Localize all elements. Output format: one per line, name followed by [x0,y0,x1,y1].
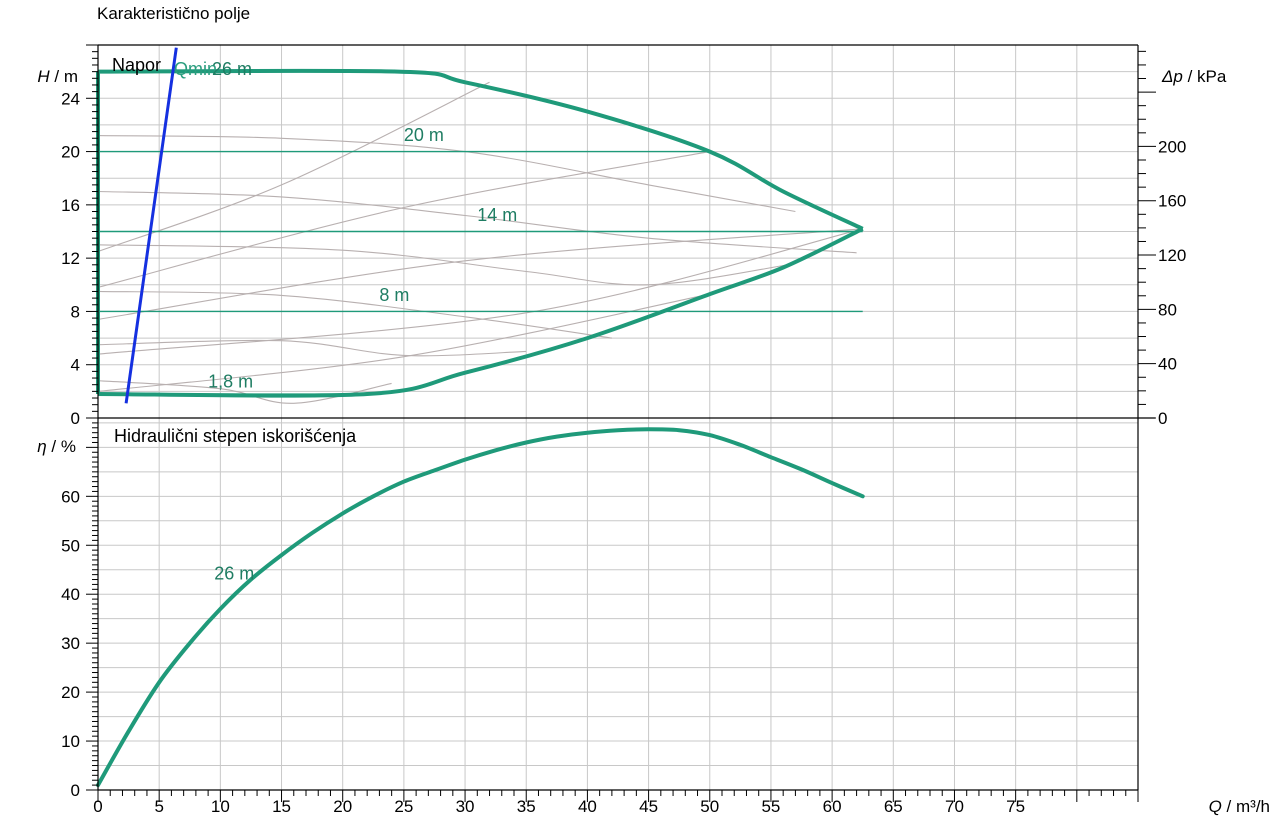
x-tick-label: 25 [394,797,413,816]
page-title: Karakteristično polje [97,4,251,23]
y-axis-label-dp: Δp / kPa [1161,67,1227,86]
y-tick-label: 0 [71,409,80,428]
x-tick-label: 5 [154,797,163,816]
x-tick-label: 55 [761,797,780,816]
qmin-line [124,47,178,404]
x-tick-label: 50 [700,797,719,816]
y-tick-label: 16 [61,196,80,215]
y-right-tick-label: 160 [1158,192,1186,211]
x-tick-label: 60 [823,797,842,816]
efficiency-series-label: 26 m [214,564,254,584]
panel-label-head: Napor [112,55,161,75]
envelope-top-curve [97,68,864,231]
y-tick-label: 24 [61,89,80,108]
helper-curve [97,190,857,254]
helper-curve [97,339,527,357]
y-right-tick-label: 80 [1158,300,1177,319]
helper-curve [97,228,863,355]
y-right-tick-label: 40 [1158,355,1177,374]
helper-curve [97,151,710,288]
envelope-bottom-curve [97,227,864,398]
head-line-label: 14 m [477,205,517,225]
x-axis-label: Q / m³/h [1209,797,1270,816]
y-tick-label: 30 [61,634,80,653]
x-tick-label: 75 [1006,797,1025,816]
qmin-label: Qmin [174,59,217,79]
y-tick-label: 20 [61,683,80,702]
y-tick-label: 4 [71,356,80,375]
x-tick-label: 0 [93,797,102,816]
x-tick-label: 30 [456,797,475,816]
y-right-tick-label: 200 [1158,137,1186,156]
y-tick-label: 20 [61,143,80,162]
helper-curve [97,293,710,392]
axis-layer [86,44,1156,802]
curve-layer [96,47,865,788]
y-tick-label: 0 [71,781,80,800]
y-tick-label: 12 [61,249,80,268]
x-tick-label: 65 [884,797,903,816]
constant-head-lines-layer [98,150,863,395]
x-tick-label: 20 [333,797,352,816]
y-tick-label: 40 [61,585,80,604]
helper-curve [97,81,490,253]
y-right-tick-label: 0 [1158,409,1167,428]
y-axis-label-h: H / m [37,67,78,86]
y-right-tick-label: 120 [1158,246,1186,265]
helper-curve [97,290,612,339]
envelope-label: 26 m [212,59,252,79]
y-tick-label: 8 [71,302,80,321]
y-axis-label-eta: η / % [37,437,76,456]
head-line-label: 1,8 m [208,371,253,391]
x-tick-label: 35 [517,797,536,816]
panel-label-efficiency: Hidraulični stepen iskorišćenja [114,426,357,446]
helper-curve [97,135,796,213]
y-tick-label: 10 [61,732,80,751]
helper-curve [97,244,796,286]
y-tick-label: 50 [61,536,80,555]
x-tick-label: 15 [272,797,291,816]
x-tick-label: 40 [578,797,597,816]
y-tick-label: 60 [61,487,80,506]
head-line-label: 8 m [379,285,409,305]
helper-curves-layer [97,81,863,404]
efficiency-curve [96,427,865,788]
helper-curve [97,228,863,320]
head-line-label: 20 m [404,125,444,145]
x-tick-label: 10 [211,797,230,816]
x-tick-label: 70 [945,797,964,816]
x-tick-label: 45 [639,797,658,816]
label-layer: 0 4 8 12 16 20 24 0 40 80 120 160 200 0 10 20 30 40 50 60 0 5… [37,55,1270,816]
